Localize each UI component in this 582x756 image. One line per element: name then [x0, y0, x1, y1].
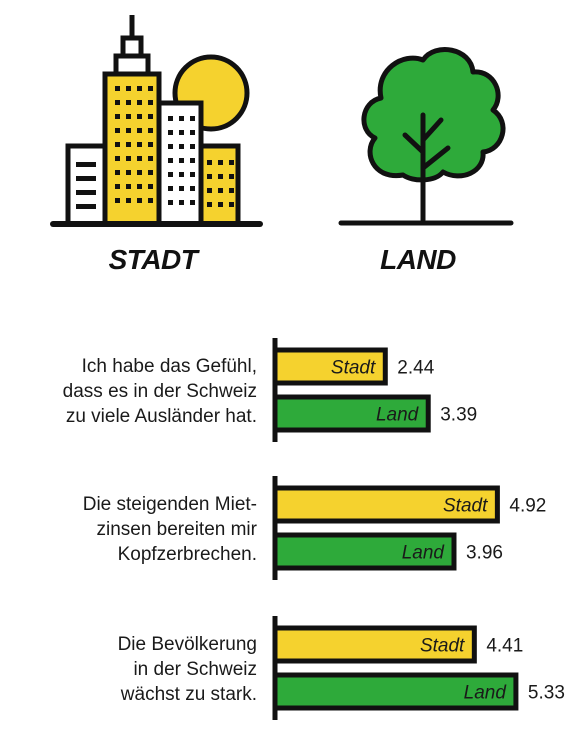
value-label: 4.92: [509, 496, 546, 517]
city-skyline-sun-icon: [48, 10, 268, 240]
question-label: wächst zu stark.: [120, 684, 257, 705]
question-label: Ich habe das Gefühl,: [82, 356, 257, 377]
bar-land: [272, 394, 431, 433]
bar-series-label: Stadt: [420, 636, 465, 657]
value-label: 4.41: [486, 636, 523, 657]
bar-stadt: [272, 485, 500, 524]
bar-series-label: Stadt: [331, 358, 376, 379]
horizontal-bar-chart: Ich habe das Gefühl, dass es in der Schwe…: [63, 338, 565, 720]
question-label: in der Schweiz: [133, 659, 257, 680]
bar-series-label: Stadt: [443, 496, 488, 517]
value-label: 5.33: [528, 683, 565, 704]
question-label: dass es in der Schweiz: [63, 381, 257, 402]
question-label: Kopfzerbrechen.: [118, 544, 257, 565]
bar-land: [272, 672, 519, 711]
value-label: 3.39: [440, 405, 477, 426]
question-label: zu viele Ausländer hat.: [66, 406, 257, 427]
heading-land: LAND: [380, 244, 456, 275]
value-label: 3.96: [466, 543, 503, 564]
bar-series-label: Land: [402, 543, 446, 564]
question-label: Die steigenden Miet-: [83, 494, 257, 515]
tree-icon: [333, 40, 518, 240]
question-label: zinsen bereiten mir: [96, 519, 257, 540]
question-label: Die Bevölkerung: [118, 634, 257, 655]
bar-series-label: Land: [376, 405, 420, 426]
bar-series-label: Land: [464, 683, 508, 704]
value-label: 2.44: [397, 358, 434, 379]
heading-stadt: STADT: [108, 244, 198, 275]
